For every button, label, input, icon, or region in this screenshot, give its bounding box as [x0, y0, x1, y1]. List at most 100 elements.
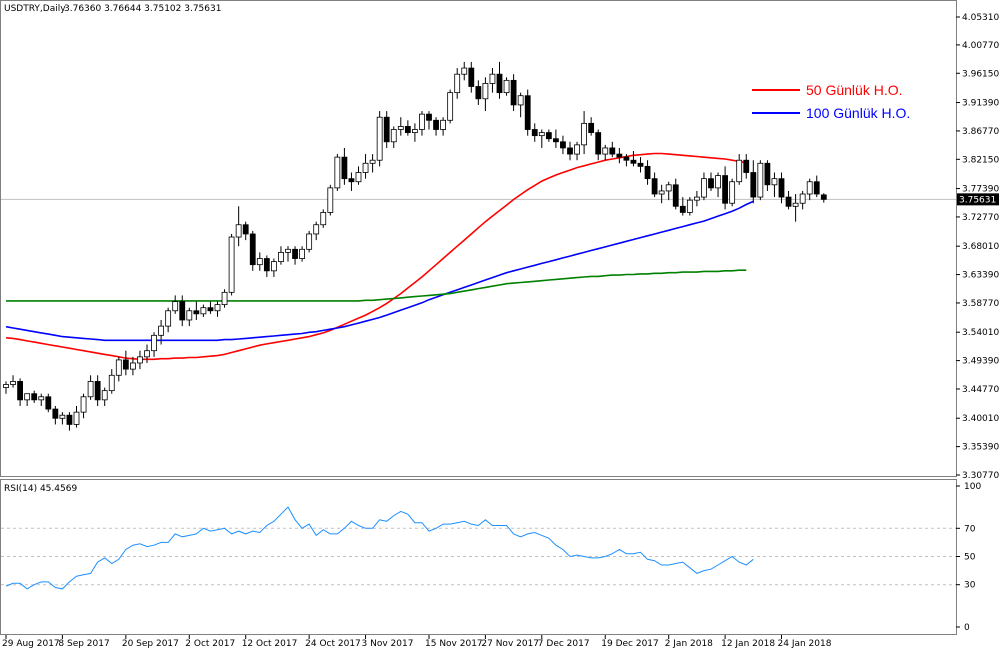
candle: [806, 178, 813, 201]
candle: [228, 233, 235, 296]
candle-body-up: [38, 396, 45, 401]
legend-ma100-label: 100 Günlük H.O.: [806, 105, 910, 121]
rsi-tick-labels: 100 70 50 30 0: [956, 482, 981, 633]
candle-body-up: [701, 178, 707, 198]
candle-body-down: [644, 165, 651, 180]
candle: [129, 356, 136, 376]
ma50-line: [5, 152, 747, 361]
price-panel-frame: [0, 0, 957, 477]
candle-body-up: [313, 224, 320, 235]
candle: [496, 61, 503, 99]
candle: [341, 147, 348, 185]
candle-body-up: [806, 181, 813, 195]
candle: [567, 141, 573, 161]
candles: [3, 61, 827, 431]
candle: [729, 178, 736, 207]
candle-body-down: [595, 132, 602, 155]
current-price-tag-bg: [957, 193, 999, 206]
candle: [186, 307, 193, 327]
candle-body-up: [299, 248, 306, 259]
candle-body-up: [454, 73, 461, 94]
candle-body-up: [771, 178, 778, 186]
candle: [616, 147, 623, 164]
candle: [447, 89, 454, 124]
candle: [531, 123, 538, 142]
candle: [411, 123, 418, 142]
candle: [87, 375, 94, 400]
candle-body-up: [285, 248, 291, 253]
candle: [637, 157, 644, 173]
candle-body-up: [80, 396, 87, 413]
candle-body-up: [447, 92, 454, 121]
candle: [672, 178, 679, 210]
candle: [193, 301, 200, 320]
moving-averages: [5, 152, 754, 361]
candle: [630, 151, 637, 167]
candle-body-up: [214, 304, 221, 312]
price-tick-label: 3.77390: [962, 185, 999, 195]
candle: [701, 172, 707, 201]
candle-body-up: [10, 381, 16, 385]
candle: [137, 350, 143, 370]
candle-body-up: [517, 95, 524, 106]
candle: [820, 193, 827, 203]
candle: [778, 172, 785, 204]
candle-body-down: [679, 205, 686, 213]
candle: [73, 405, 80, 428]
price-tick-label: 3.40010: [962, 414, 999, 424]
candle: [320, 209, 327, 228]
candle-body-up: [602, 147, 609, 155]
candle: [45, 393, 52, 413]
candle: [475, 80, 482, 105]
candle-body-up: [503, 79, 510, 94]
candle-body-up: [538, 132, 545, 137]
candle-body-up: [658, 190, 665, 195]
candle-body-down: [383, 116, 390, 143]
candle: [553, 129, 559, 148]
candle-body-up: [482, 83, 489, 100]
x-tick-label: 15 Nov 2017: [425, 639, 483, 649]
candle: [404, 120, 411, 136]
price-tick-label: 4.05310: [962, 13, 999, 23]
candle: [743, 154, 750, 179]
price-tick-label: 3.49390: [962, 357, 999, 367]
candle-body-down: [545, 132, 552, 140]
price-tick-label: 3.54010: [962, 328, 999, 338]
candle-body-down: [31, 393, 38, 401]
price-axis: [956, 16, 960, 476]
candle-body-up: [461, 67, 468, 75]
candle-body-up: [320, 212, 327, 226]
candle: [433, 117, 439, 136]
candle-body-up: [3, 384, 9, 388]
candle: [679, 197, 686, 216]
candle: [390, 126, 397, 148]
candle-body-down: [567, 147, 573, 155]
candle-body-up: [151, 334, 157, 352]
candle: [369, 154, 376, 173]
candle: [609, 141, 616, 158]
candle: [80, 393, 87, 419]
candle: [334, 154, 341, 191]
candle-body-down: [292, 248, 298, 259]
candle-body-up: [411, 129, 418, 133]
rsi-line: [5, 506, 754, 590]
candle-body-up: [736, 159, 743, 183]
candle: [306, 230, 313, 253]
candle: [66, 412, 73, 431]
price-tick-label: 3.86770: [962, 127, 999, 137]
candle-body-up: [256, 258, 263, 266]
candle-body-up: [715, 175, 721, 189]
candle-body-up: [390, 129, 397, 143]
candle: [644, 160, 651, 185]
x-tick-label: 8 Sep 2017: [58, 639, 109, 649]
candle-body-down: [651, 178, 658, 195]
candle-body-down: [426, 113, 432, 121]
candle-body-down: [531, 129, 538, 137]
candle: [115, 356, 122, 382]
candle: [249, 230, 256, 271]
rsi-tick-label: 70: [964, 524, 976, 534]
candle-body-down: [249, 233, 256, 266]
price-tick-label: 3.30770: [962, 471, 999, 481]
candle: [270, 258, 277, 277]
